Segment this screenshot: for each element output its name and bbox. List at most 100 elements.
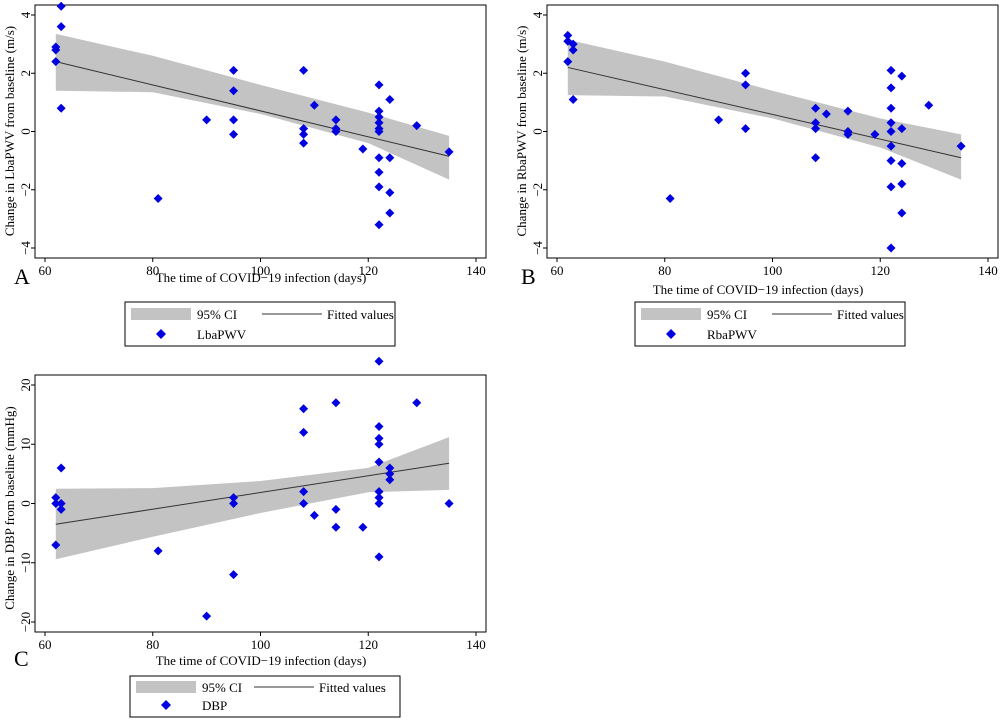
legend-frame [124, 301, 396, 347]
data-point [299, 499, 309, 508]
data-point [374, 112, 384, 122]
data-point [51, 57, 61, 67]
data-point [153, 193, 163, 203]
legend-fit-label: Fitted values [327, 307, 394, 322]
x-tick-label: 100 [251, 263, 271, 278]
data-point [299, 427, 309, 437]
legend-fit-label: Fitted values [319, 680, 386, 695]
data-point [886, 103, 896, 113]
y-tick-label: 10 [18, 438, 33, 451]
legend-frame [129, 675, 401, 718]
data-point [568, 94, 578, 104]
data-point [374, 421, 384, 431]
data-point [153, 546, 163, 556]
legend-ci-label: 95% CI [202, 680, 242, 695]
data-point [374, 499, 384, 508]
x-tick-label: 60 [39, 263, 52, 278]
data-point [412, 398, 422, 408]
y-tick-label: −4 [530, 241, 545, 255]
x-axis-label: The time of COVID−19 infection (days) [156, 653, 367, 668]
fitted-line [567, 66, 962, 159]
data-point [299, 65, 309, 75]
data-point [741, 68, 751, 78]
legend-series-label: LbaPWV [197, 327, 247, 342]
x-axis-label: The time of COVID−19 infection (days) [653, 282, 864, 297]
data-point [568, 39, 578, 49]
data-point [886, 156, 896, 166]
data-point [374, 356, 384, 366]
data-point [897, 179, 907, 189]
data-point [56, 103, 66, 113]
data-point [56, 499, 66, 508]
data-point [897, 124, 907, 134]
legend-ci-swatch [136, 681, 196, 693]
x-tick-label: 100 [763, 263, 783, 278]
y-axis-label: Change in LbaPWV from baseline (m/s) [2, 26, 17, 236]
ci-band [567, 39, 962, 180]
data-point [56, 504, 66, 514]
x-tick-label: 80 [146, 263, 159, 278]
data-point [412, 121, 422, 131]
y-tick-label: 0 [530, 128, 545, 135]
y-axis-label: Change in DBP from baseline (mmHg) [2, 406, 17, 610]
data-point [229, 570, 239, 580]
legend-marker-swatch [161, 700, 171, 710]
data-point [843, 129, 853, 139]
legend-ci-label: 95% CI [707, 307, 747, 322]
data-point [374, 106, 384, 116]
panel-label: B [521, 264, 536, 289]
legend-fit-label: Fitted values [837, 307, 904, 322]
data-point [897, 71, 907, 81]
data-point [56, 1, 66, 11]
data-point [811, 118, 821, 128]
y-tick-label: −2 [18, 183, 33, 197]
data-point [870, 129, 880, 139]
data-point [886, 65, 896, 75]
data-point [568, 45, 578, 55]
y-tick-label: −10 [18, 553, 33, 573]
y-axis-label: Change in RbaPWV from baseline (m/s) [514, 26, 529, 237]
x-axis-label: The time of COVID−19 infection (days) [156, 270, 367, 285]
data-point [741, 124, 751, 134]
data-point [374, 118, 384, 128]
data-point [385, 188, 395, 198]
data-point [924, 100, 934, 110]
data-point [385, 475, 395, 485]
data-point [385, 153, 395, 163]
data-point [897, 208, 907, 218]
data-point [563, 30, 573, 40]
data-point [51, 540, 61, 550]
data-point [563, 57, 573, 67]
data-point [51, 45, 61, 55]
data-point [886, 182, 896, 192]
panel-a: A The time of COVID−19 infection (days) … [2, 1, 487, 347]
data-point [886, 243, 896, 253]
y-tick-label: −20 [18, 612, 33, 632]
data-point [374, 182, 384, 192]
x-tick-label: 140 [466, 263, 486, 278]
legend-marker-swatch [666, 329, 676, 339]
data-point [886, 118, 896, 128]
ci-band [55, 437, 450, 560]
data-point [51, 499, 61, 508]
data-point [56, 463, 66, 473]
legend: 95% CI Fitted values DBP [129, 675, 401, 718]
x-tick-label: 120 [359, 637, 379, 652]
data-point [385, 94, 395, 104]
legend-series-label: RbaPWV [707, 327, 757, 342]
legend: 95% CI Fitted values LbaPWV [124, 301, 396, 347]
data-point [811, 124, 821, 134]
data-point [229, 499, 239, 508]
data-point [897, 159, 907, 169]
data-point [374, 167, 384, 177]
legend-ci-swatch [641, 308, 701, 320]
data-point [665, 193, 675, 203]
ci-band [55, 33, 450, 180]
y-tick-label: 20 [18, 379, 33, 392]
data-point [886, 141, 896, 151]
fitted-line [55, 462, 450, 525]
data-point [374, 439, 384, 449]
x-tick-label: 120 [359, 263, 379, 278]
x-tick-label: 100 [251, 637, 271, 652]
